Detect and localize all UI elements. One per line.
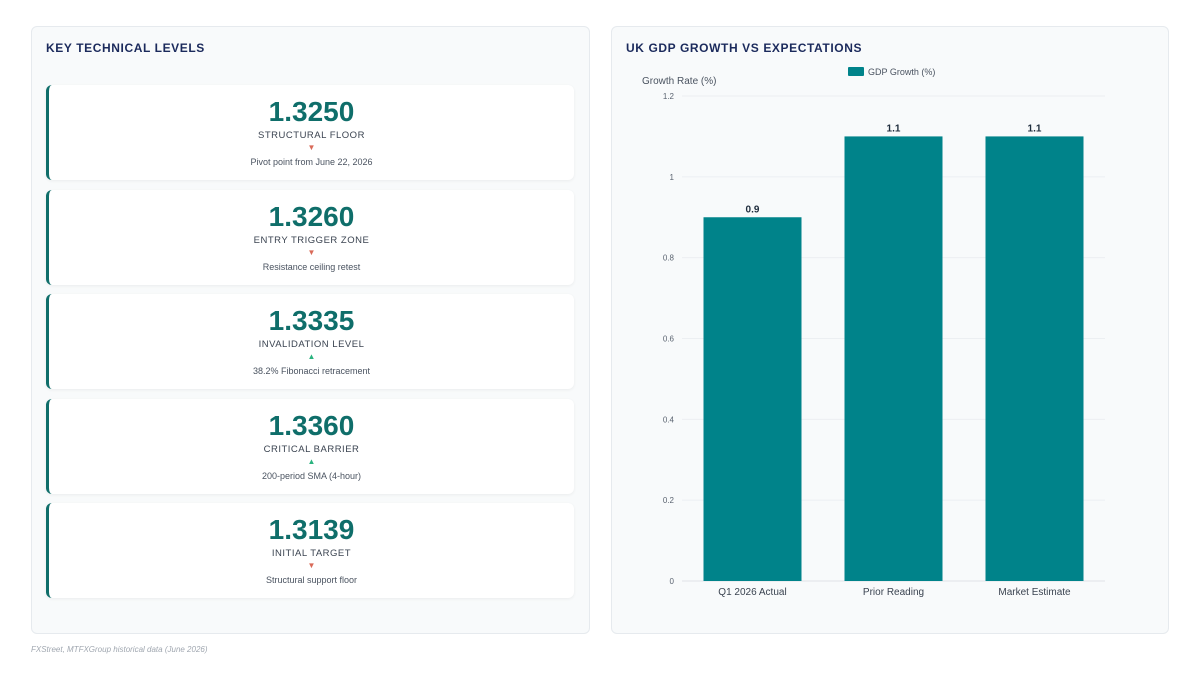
level-card: 1.3260 ENTRY TRIGGER ZONE ▼ Resistance ceil…	[46, 189, 574, 285]
level-value: 1.3360	[268, 409, 355, 441]
x-tick-label: Market Estimate	[998, 587, 1071, 598]
arrow-down-icon: ▼	[307, 247, 316, 257]
level-card: 1.3250 STRUCTURAL FLOOR ▼ Pivot point from …	[46, 85, 574, 180]
levels-list: 1.3250 STRUCTURAL FLOOR ▼ Pivot point from …	[46, 85, 574, 608]
level-value: 1.3335	[268, 305, 355, 336]
x-tick-label: Prior Reading	[863, 587, 924, 598]
level-label: INITIAL TARGET	[271, 548, 352, 559]
level-value: 1.3139	[268, 514, 355, 545]
y-tick-label: 0.2	[663, 496, 675, 505]
level-note: Pivot point from June 22, 2026	[250, 157, 373, 167]
level-value: 1.3250	[268, 96, 355, 127]
level-note: 200-period SMA (4-hour)	[261, 470, 362, 481]
legend-swatch	[848, 67, 864, 76]
gdp-chart-panel: UK GDP GROWTH VS EXPECTATIONS 0 0.2 0.4 0.6…	[611, 26, 1169, 634]
level-note: Resistance ceiling retest	[262, 261, 361, 272]
key-levels-panel: KEY TECHNICAL LEVELS 1.3250 STRUCTURAL FL…	[31, 26, 590, 634]
bar	[844, 136, 943, 581]
level-card: 1.3335 INVALIDATION LEVEL ▲ 38.2% Fibonacci…	[46, 294, 574, 389]
y-tick-label: 1.2	[663, 92, 675, 101]
level-card: 1.3139 INITIAL TARGET ▼ Structural support …	[46, 503, 574, 598]
y-tick-label: 0.8	[663, 254, 675, 263]
level-label: CRITICAL BARRIER	[263, 443, 360, 455]
arrow-up-icon: ▲	[307, 456, 316, 466]
level-value: 1.3260	[268, 200, 355, 232]
key-levels-title: KEY TECHNICAL LEVELS	[46, 41, 205, 55]
legend-label: GDP Growth (%)	[868, 67, 935, 77]
level-note: Structural support floor	[265, 575, 358, 585]
level-note: 38.2% Fibonacci retracement	[252, 366, 371, 376]
y-tick-label: 0	[670, 577, 675, 586]
level-label: STRUCTURAL FLOOR	[258, 130, 365, 141]
y-axis-label: Growth Rate (%)	[642, 76, 716, 87]
level-card: 1.3360 CRITICAL BARRIER ▲ 200-period SMA (4…	[46, 398, 574, 494]
arrow-down-icon: ▼	[307, 143, 316, 152]
bar	[985, 136, 1084, 581]
arrow-down-icon: ▼	[307, 561, 316, 570]
bar-data-label: 1.1	[1028, 123, 1042, 134]
source-note: FXStreet, MTFXGroup historical data (Jun…	[31, 645, 208, 654]
bar	[703, 217, 802, 581]
bar-data-label: 0.9	[746, 204, 760, 215]
arrow-up-icon: ▲	[307, 352, 316, 361]
bar-data-label: 1.1	[887, 123, 901, 134]
level-label: ENTRY TRIGGER ZONE	[253, 234, 370, 246]
y-tick-label: 1	[670, 173, 675, 182]
gdp-bar-chart: 0 0.2 0.4 0.6 0.8 1 1.2 Growth Rate (%) GDP Grow…	[642, 67, 1105, 598]
y-tick-label: 0.4	[663, 415, 675, 424]
x-tick-label: Q1 2026 Actual	[718, 587, 786, 598]
level-label: INVALIDATION LEVEL	[258, 339, 365, 350]
y-tick-label: 0.6	[663, 335, 675, 344]
gdp-chart-title: UK GDP GROWTH VS EXPECTATIONS	[626, 41, 863, 55]
